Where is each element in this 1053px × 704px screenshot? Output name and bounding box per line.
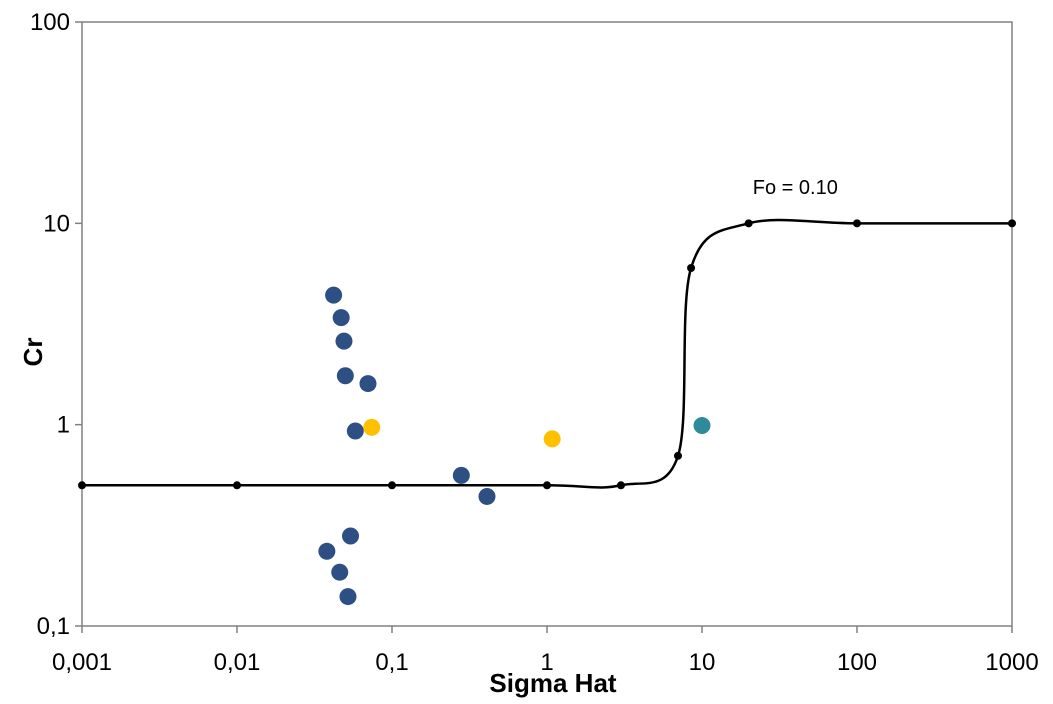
data-point	[335, 332, 353, 350]
curve-point	[616, 481, 625, 490]
y-tick-label: 100	[30, 9, 70, 36]
marker-group	[318, 286, 711, 606]
data-point	[325, 286, 343, 304]
curve-point	[388, 481, 396, 490]
x-tick-label: 0,01	[214, 649, 261, 676]
x-tick-label: 10	[689, 649, 716, 676]
y-tick-label: 1	[57, 412, 70, 439]
x-tick-label: 1	[540, 649, 553, 676]
data-point	[363, 418, 381, 436]
data-point	[342, 527, 360, 545]
curve-point	[233, 481, 241, 490]
curve-point	[543, 481, 551, 490]
data-point	[693, 417, 711, 435]
x-axis-title: Sigma Hat	[489, 668, 616, 698]
data-point	[346, 422, 364, 440]
x-tick-label: 0,1	[375, 649, 408, 676]
data-point	[452, 466, 470, 484]
data-point	[359, 375, 377, 393]
data-point	[543, 430, 561, 448]
curve-point	[673, 451, 682, 460]
label-group: 0,001 0,01 0,1 1 10 100 1000 0,1 1 10 100 Fo = 0.10	[30, 9, 1039, 676]
y-axis-title: Cr	[18, 338, 48, 367]
tick-group	[75, 21, 1013, 633]
data-point	[332, 309, 350, 327]
data-point	[339, 588, 357, 606]
x-tick-label: 0,001	[52, 649, 112, 676]
data-point	[478, 487, 496, 505]
plot-area	[81, 21, 1013, 627]
data-point	[331, 563, 349, 581]
x-tick-label: 100	[837, 649, 877, 676]
curve-point	[1008, 219, 1016, 228]
y-tick-label: 10	[43, 210, 70, 237]
curve-annotation: Fo = 0.10	[753, 177, 838, 199]
y-tick-label: 0,1	[37, 613, 70, 640]
curve-line	[82, 218, 1012, 489]
data-point	[318, 542, 336, 560]
curve-point	[687, 263, 696, 272]
curve-point	[744, 219, 753, 228]
x-tick-label: 1000	[985, 649, 1038, 676]
curve-point	[853, 219, 861, 228]
curve-point	[78, 481, 86, 490]
data-point	[336, 367, 354, 385]
curve-group	[78, 218, 1016, 490]
